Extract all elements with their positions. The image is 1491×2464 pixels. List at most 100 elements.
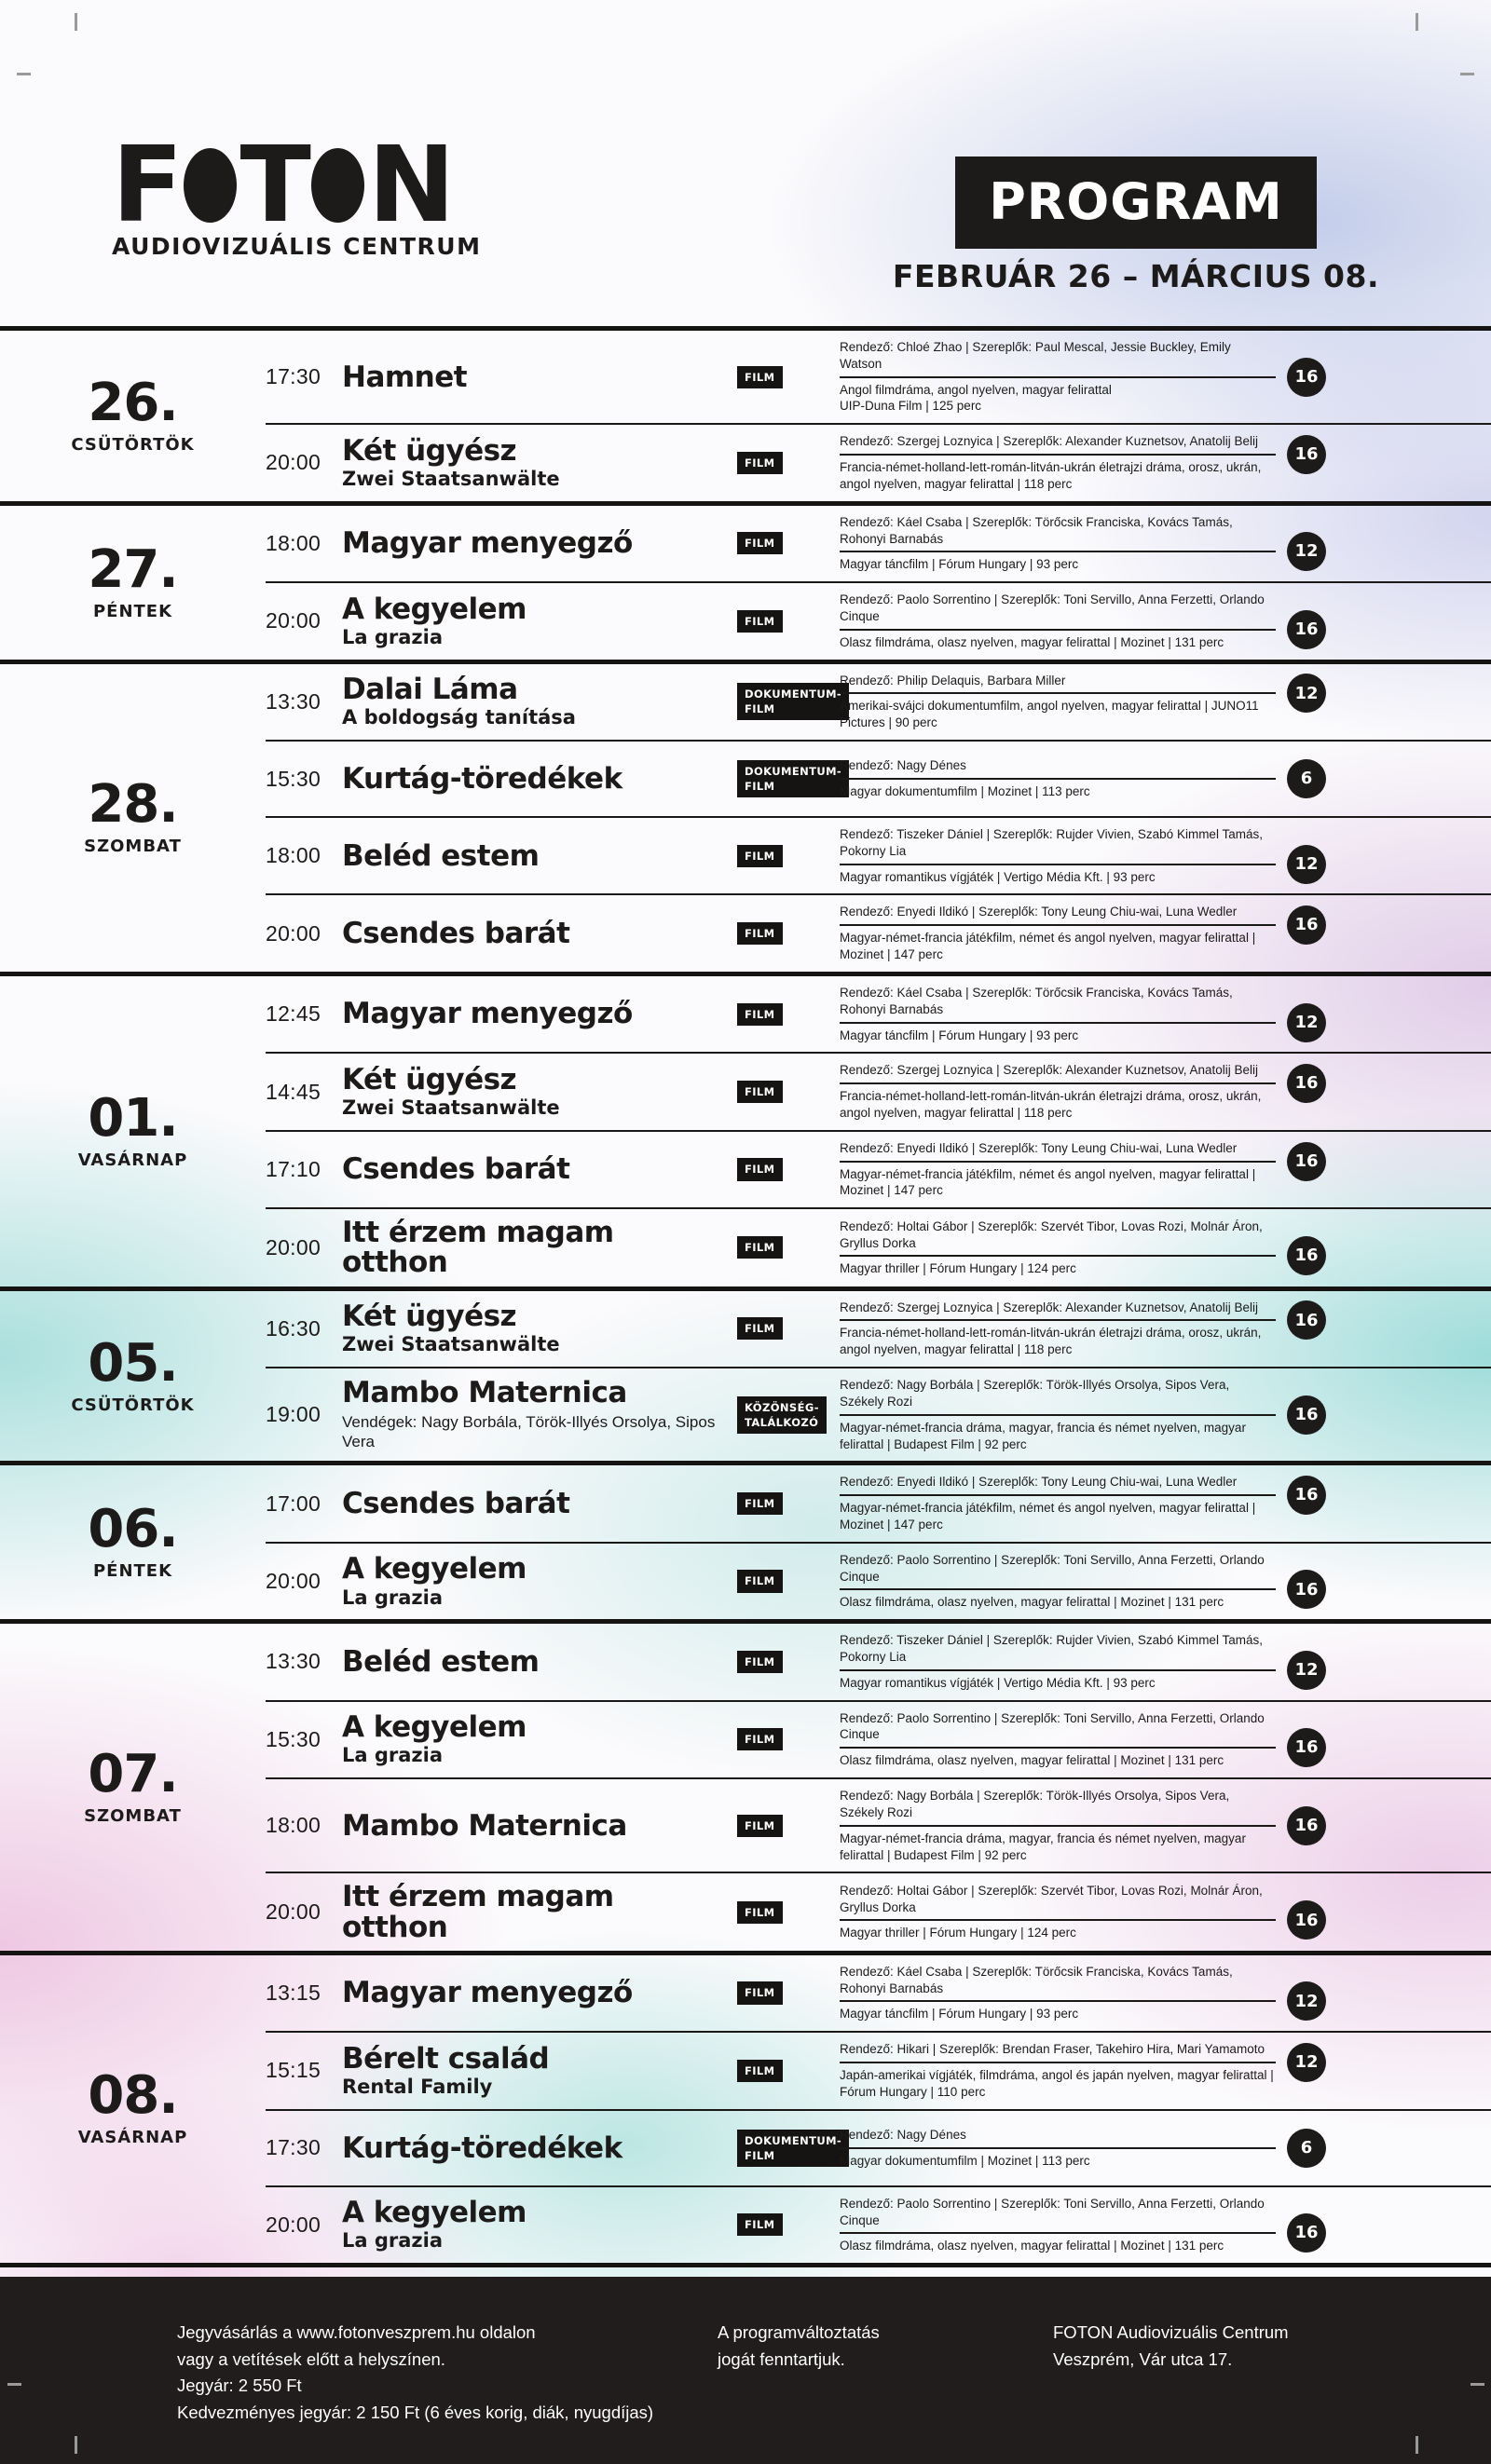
age-rating-badge: 12 [1287,532,1326,572]
entry-title-block: Két ügyész Zwei Staatsanwälte [342,1065,737,1119]
day-number: 05. [88,1332,178,1394]
entry-credits: Rendező: Káel Csaba | Szereplők: Törőcsi… [840,1964,1233,1995]
entry-description: Rendező: Tiszeker Dániel | Szereplők: Ru… [840,1632,1326,1691]
entry-description: Rendező: Káel Csaba | Szereplők: Törőcsi… [840,985,1326,1043]
entry-title: Mambo Maternica [342,1375,627,1409]
day-section: 05. CSÜTÖRTÖK 16:30 Két ügyész Zwei Staatsan… [0,1286,1491,1462]
film-type-tag: DOKUMENTUM- FILM [737,2129,850,2167]
schedule-entry: 13:15 Magyar menyegző FILM Rendező: Káel Cs… [266,1955,1491,2031]
entry-credits: Rendező: Paolo Sorrentino | Szereplők: T… [840,1552,1265,1584]
film-type-tag: FILM [737,532,783,555]
entry-subtitle: La grazia [342,1586,444,1609]
entry-credits: Rendező: Enyedi Ildikó | Szereplők: Tony… [840,1140,1238,1155]
day-name: CSÜTÖRTÖK [71,434,195,455]
film-type-tag: FILM [737,365,783,388]
entry-title: Két ügyész [342,1300,517,1334]
entry-time: 20:00 [266,608,321,633]
entry-subtitle: Rental Family [342,2076,493,2099]
entry-credits: Rendező: Chloé Zhao | Szereplők: Paul Me… [840,340,1231,371]
entry-title: Két ügyész [342,1062,517,1096]
age-rating-badge: 16 [1287,2213,1326,2253]
entry-credits: Rendező: Nagy Borbála | Szereplők: Török… [840,1789,1230,1819]
day-entries: 12:45 Magyar menyegző FILM Rendező: Káel Cs… [266,976,1491,1286]
film-type-tag: FILM [737,922,783,946]
entry-info: Magyar thriller | Fórum Hungary | 124 pe… [840,1261,1076,1276]
entry-info: Magyar dokumentumfilm | Mozinet | 113 pe… [840,2153,1090,2168]
description-divider: 12 [840,844,1326,884]
day-entries: 13:15 Magyar menyegző FILM Rendező: Káel Cs… [266,1955,1491,2263]
logo-letter: N [367,125,456,246]
crop-mark [75,2435,77,2454]
crop-mark [1470,2382,1484,2386]
day-number: 07. [88,1744,178,1805]
entry-description: Rendező: Philip Delaquis, Barbara Miller… [840,673,1326,731]
schedule-entry: 20:00 Itt érzem magam otthon FILM Rendező: … [266,1207,1491,1286]
entry-tag-cell: FILM [737,1728,840,1751]
footer-address: FOTON Audiovizuális Centrum Veszprém, Vá… [1053,2322,1289,2369]
crop-mark [1416,13,1418,31]
film-type-tag: DOKUMENTUM- FILM [737,683,850,721]
schedule-entry: 14:45 Két ügyész Zwei Staatsanwälte FILM Ren… [266,1052,1491,1129]
entry-info: Amerikai-svájci dokumentumfilm, angol ny… [840,699,1259,730]
entry-subtitle: Zwei Staatsanwälte [342,1333,560,1356]
age-rating-badge: 16 [1287,1900,1326,1940]
description-divider: 16 [840,1236,1326,1276]
film-type-tag: FILM [737,2213,783,2237]
entry-tag-cell: FILM [737,1981,840,2005]
entry-credits: Rendező: Hikari | Szereplők: Brendan Fra… [840,2042,1265,2057]
description-divider: 16 [840,905,1326,946]
entry-title-block: Magyar menyegző [342,1978,737,2008]
entry-description: Rendező: Nagy Borbála | Szereplők: Török… [840,1788,1326,1863]
day-label: 01. VASÁRNAP [0,976,266,1286]
schedule-entry: 15:15 Bérelt család Rental Family FILM Rende… [266,2031,1491,2108]
description-divider: 16 [840,435,1326,475]
schedule-entry: 17:30 Hamnet FILM Rendező: Chloé Zhao | Sze… [266,331,1491,423]
day-number: 06. [88,1499,178,1560]
schedule-entry: 20:00 Csendes barát FILM Rendező: Enyedi Il… [266,893,1491,971]
entry-credits: Rendező: Szergej Loznyica | Szereplők: A… [840,1063,1259,1078]
schedule-entry: 17:30 Kurtág-töredékek DOKUMENTUM- FILM Ren… [266,2108,1491,2185]
film-type-tag: FILM [737,1570,783,1593]
entry-tag-cell: FILM [737,1814,840,1837]
day-section: 07. SZOMBAT 13:30 Beléd estem FILM Rendező: T… [0,1619,1491,1951]
schedule-table: 26. CSÜTÖRTÖK 17:30 Hamnet FILM Rendező: Chlo… [0,326,1491,2268]
entry-credits: Rendező: Nagy Borbála | Szereplők: Török… [840,1378,1230,1409]
age-rating-badge: 6 [1287,2128,1326,2168]
entry-tag-cell: FILM [737,1158,840,1181]
entry-tag-cell: DOKUMENTUM- FILM [737,2129,850,2167]
entry-info: Japán-amerikai vígjáték, filmdráma, ango… [840,2068,1274,2099]
day-section: 26. CSÜTÖRTÖK 17:30 Hamnet FILM Rendező: Chlo… [0,326,1491,501]
entry-tag-cell: FILM [737,1080,840,1104]
day-label: 08. VASÁRNAP [0,1955,266,2263]
description-divider: 12 [840,674,1326,714]
schedule-entry: 20:00 Két ügyész Zwei Staatsanwälte FILM Ren… [266,423,1491,500]
entry-description: Rendező: Paolo Sorrentino | Szereplők: T… [840,592,1326,650]
entry-title: Magyar menyegző [342,997,633,1031]
entry-info: Magyar romantikus vígjáték | Vertigo Méd… [840,869,1156,884]
entry-tag-cell: DOKUMENTUM- FILM [737,683,850,721]
entry-title: A kegyelem [342,1552,527,1586]
age-rating-badge: 12 [1287,2043,1326,2083]
entry-tag-cell: FILM [737,1317,840,1341]
film-type-tag: FILM [737,1236,783,1259]
entry-subtitle: Zwei Staatsanwälte [342,1096,560,1120]
schedule-entry: 18:00 Magyar menyegző FILM Rendező: Káel Cs… [266,506,1491,581]
entry-tag-cell: DOKUMENTUM- FILM [737,759,850,798]
entry-time: 15:30 [266,1726,321,1751]
entry-info: Magyar-német-francia dráma, magyar, fran… [840,1831,1246,1862]
entry-credits: Rendező: Enyedi Ildikó | Szereplők: Tony… [840,1475,1238,1490]
entry-info: Francia-német-holland-lett-román-litván-… [840,1089,1262,1120]
description-divider: 16 [840,1805,1326,1845]
age-rating-badge: 16 [1287,1476,1326,1516]
entry-title-block: Magyar menyegző [342,528,737,558]
footer: Jegyvásárlás a www.fotonveszprem.hu olda… [0,2277,1491,2464]
entry-time: 20:00 [266,1234,321,1259]
entry-tag-cell: FILM [737,532,840,555]
day-label: 27. PÉNTEK [0,506,266,660]
footer-ticket-info: Jegyvásárlás a www.fotonveszprem.hu olda… [177,2322,654,2423]
entry-description: Rendező: Káel Csaba | Szereplők: Törőcsi… [840,1964,1326,2022]
entry-tag-cell: FILM [737,1492,840,1516]
entry-title: Mambo Maternica [342,1808,627,1843]
footer-program-notice: A programváltoztatás jogát fenntartjuk. [718,2322,880,2369]
